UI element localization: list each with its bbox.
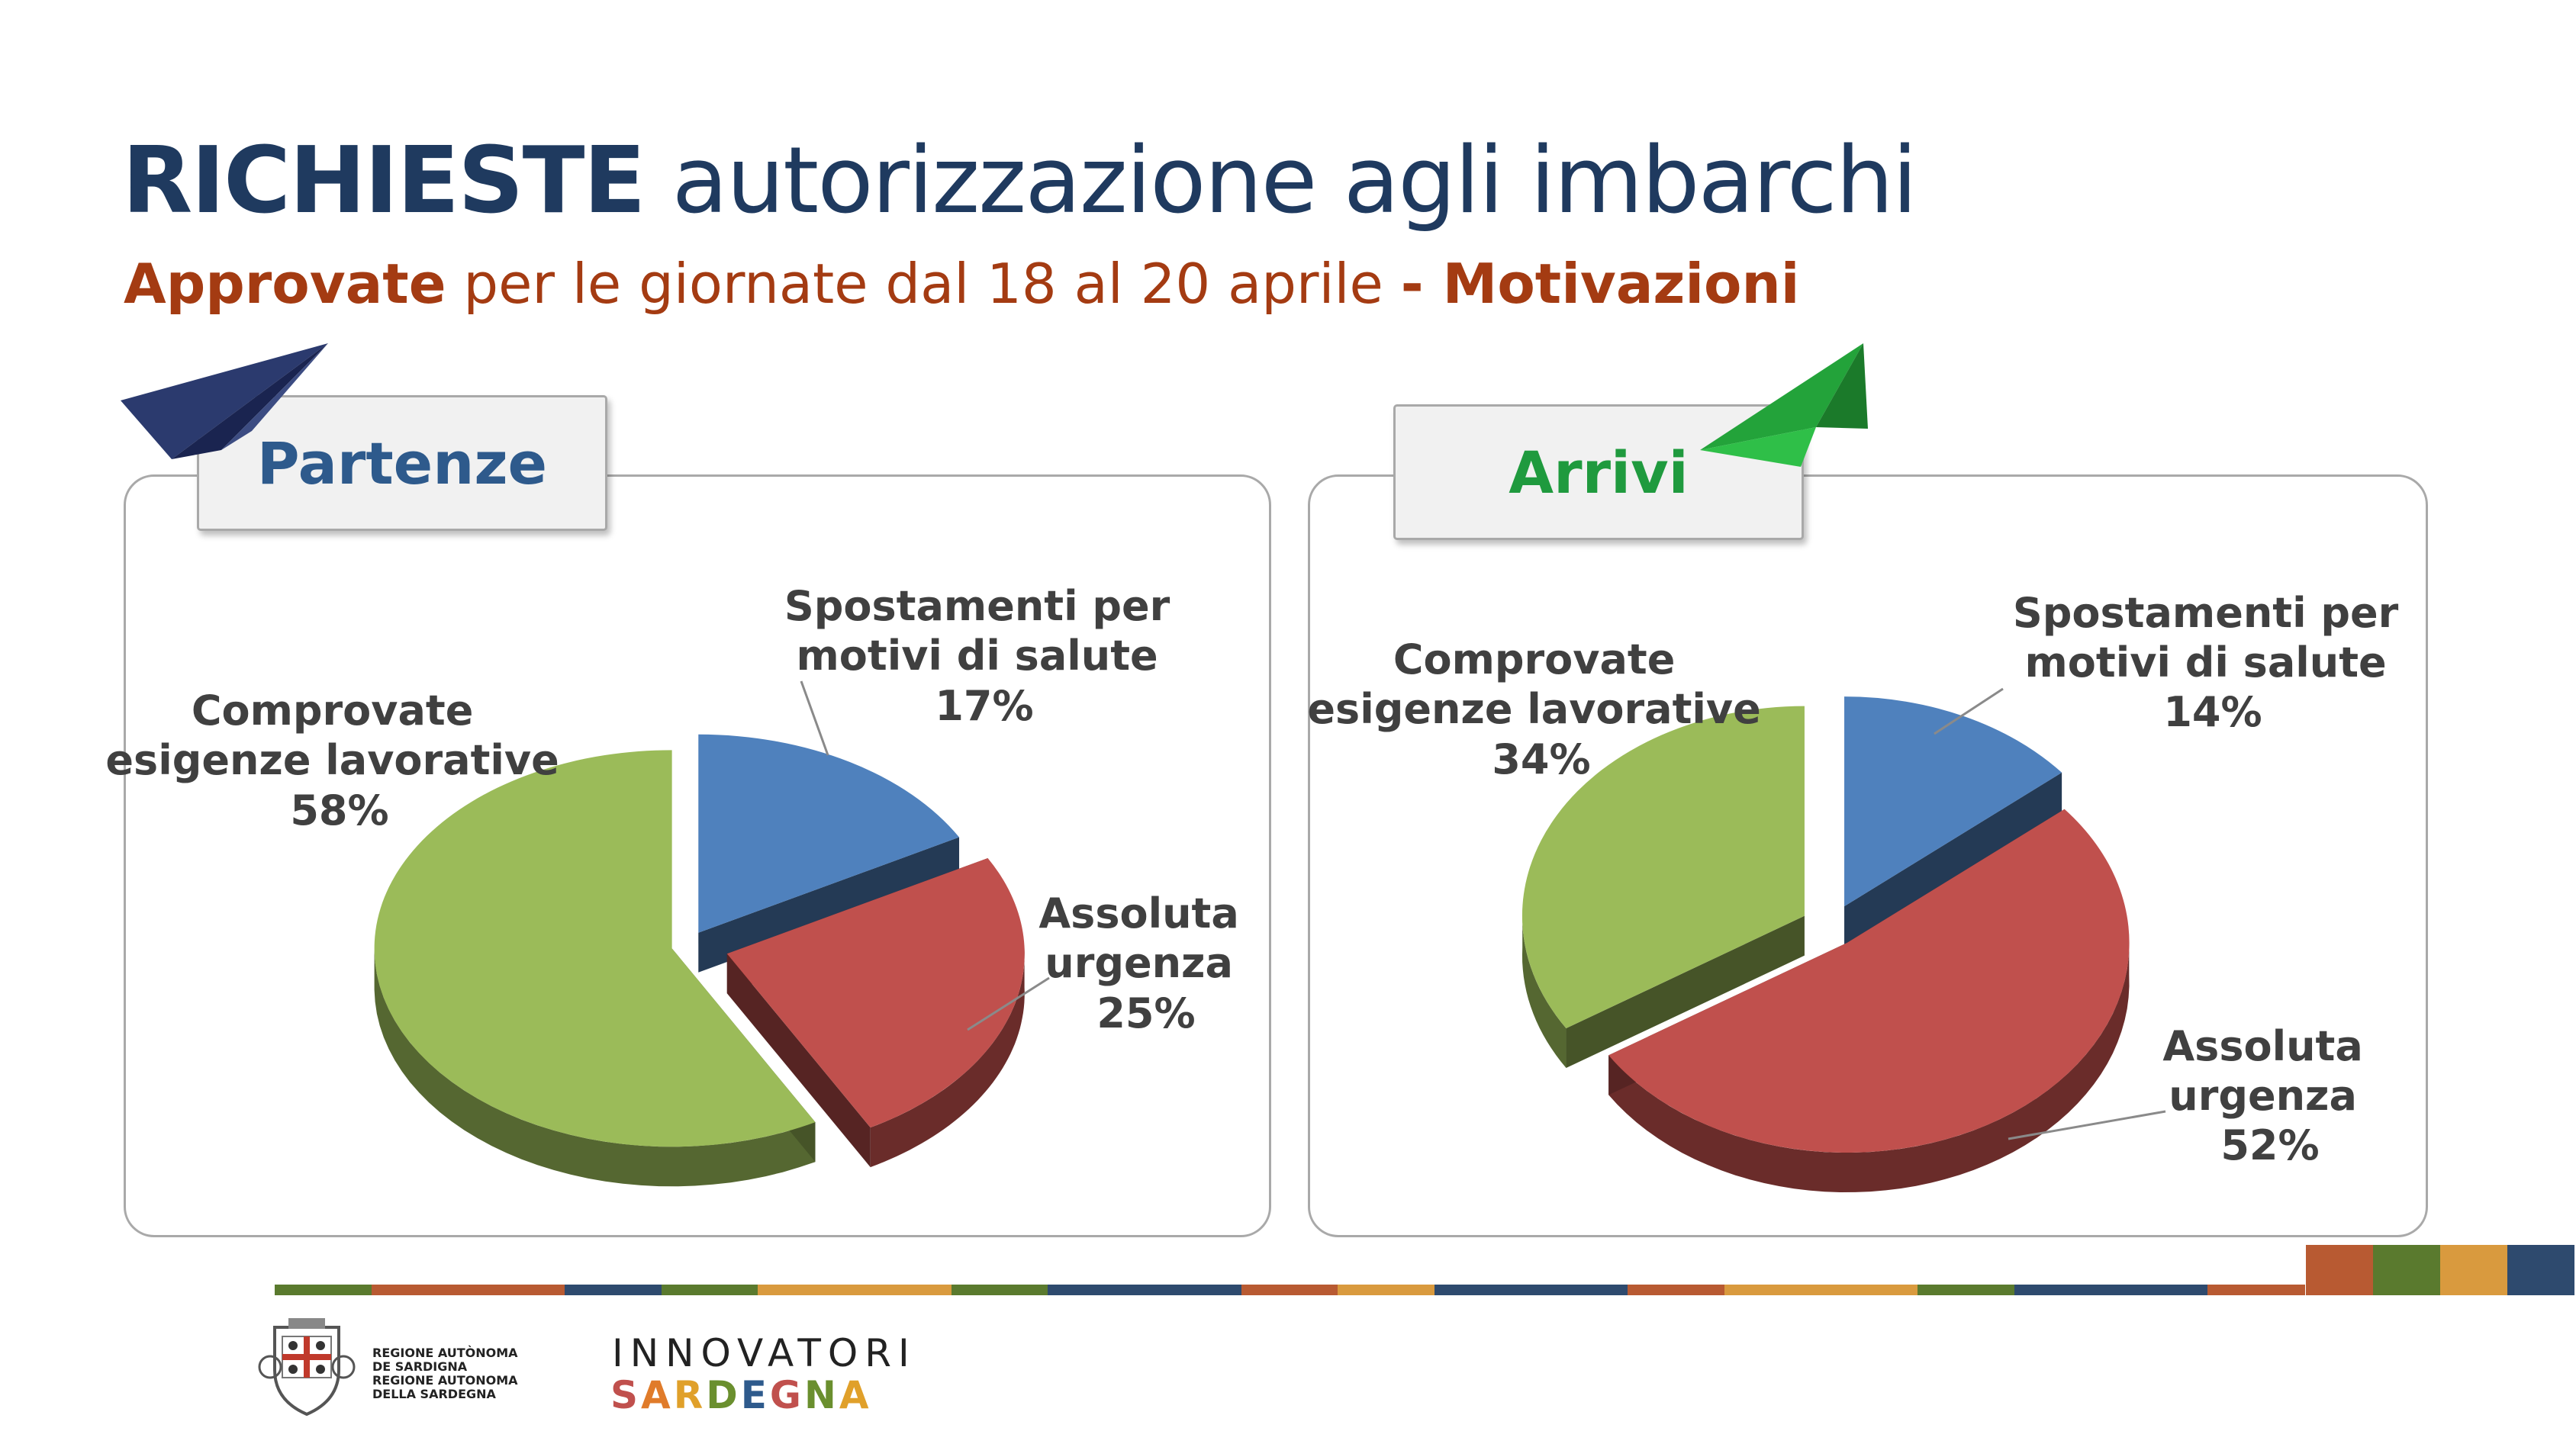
- stripe-segment: [661, 1285, 759, 1295]
- stripe-segment: [1435, 1285, 1532, 1295]
- paper-plane-green-icon: [1700, 343, 1868, 467]
- subtitle-bold-motivazioni: - Motivazioni: [1400, 252, 1800, 316]
- region-line: REGIONE AUTÒNOMA: [372, 1346, 518, 1360]
- stripe-segment: [1918, 1285, 2015, 1295]
- regione-sardegna-logo: [258, 1318, 356, 1417]
- arrivi-tab: Arrivi: [1393, 404, 1804, 540]
- leader-line-partenze-salute: [800, 680, 829, 756]
- stripe-segment: [1241, 1285, 1339, 1295]
- arrivi-slice-2: [1521, 706, 1805, 1029]
- sardegna-letter: S: [610, 1373, 642, 1417]
- corner-square: [2440, 1245, 2507, 1295]
- partenze-slice-2: [374, 750, 816, 1147]
- arrivi-label-urgenza: Assoluta urgenza 52%: [2162, 1022, 2377, 1169]
- sardegna-letter: N: [803, 1373, 839, 1417]
- partenze-slice-wall-2: [374, 950, 816, 1187]
- innovatori-logo-text: INNOVATORI: [612, 1331, 916, 1375]
- slide-subtitle: Approvate per le giornate dal 18 al 20 a…: [124, 252, 1799, 316]
- title-bold: RICHIESTE: [122, 128, 646, 234]
- pie-chart-partenze: [374, 734, 1025, 1187]
- arrivi-slice-1: [1608, 809, 2130, 1153]
- stripe-segment: [468, 1285, 565, 1295]
- region-line: DELLA SARDEGNA: [372, 1387, 496, 1401]
- sardegna-letter: G: [769, 1373, 804, 1417]
- partenze-tab: Partenze: [197, 395, 607, 531]
- partenze-slice-0: [698, 734, 960, 933]
- stripe-segment: [951, 1285, 1049, 1295]
- partenze-label-salute: Spostamenti per motivi di salute 17%: [784, 582, 1184, 730]
- leader-line-arrivi-salute: [1934, 687, 2004, 735]
- stripe-segment: [371, 1285, 469, 1295]
- corner-square: [2306, 1245, 2373, 1295]
- arrivi-slice-cut-0-1: [1844, 772, 2062, 947]
- sardegna-logo-text: SARDEGNA: [610, 1373, 872, 1417]
- stripe-segment: [1724, 1285, 1822, 1295]
- partenze-slice-wall-1: [870, 947, 1025, 1168]
- sardegna-letter: E: [740, 1373, 770, 1417]
- partenze-slice-cut-0-1: [698, 837, 960, 973]
- arrivi-slice-wall-2: [1522, 907, 1567, 1068]
- pie-chart-arrivi: [1521, 696, 2130, 1192]
- arrivi-label-lavoro: Comprovate esigenze lavorative 34%: [1307, 635, 1775, 783]
- partenze-label-lavoro: Comprovate esigenze lavorative 58%: [105, 687, 573, 835]
- paper-plane-blue-icon: [121, 343, 328, 459]
- region-line: REGIONE AUTONOMA: [372, 1373, 518, 1388]
- leader-lines: [800, 680, 2166, 1140]
- partenze-slice-cut-1-1: [726, 954, 871, 1168]
- arrivi-slice-0: [1844, 696, 2062, 907]
- partenze-tab-label: Partenze: [256, 429, 548, 497]
- arrivi-slice-cut-2-0: [1566, 915, 1805, 1069]
- stripe-segment: [855, 1285, 952, 1295]
- stripe-segment: [1048, 1285, 1145, 1295]
- stripe-segment: [2111, 1285, 2209, 1295]
- stripe-segment: [2014, 1285, 2112, 1295]
- sardegna-letter: A: [641, 1373, 674, 1417]
- sardegna-letter: R: [673, 1373, 707, 1417]
- stripe-segment: [1338, 1285, 1435, 1295]
- partenze-label-urgenza: Assoluta urgenza 25%: [1038, 889, 1253, 1037]
- stripe-segment: [1531, 1285, 1629, 1295]
- stripe-segment: [565, 1285, 662, 1295]
- arrivi-label-salute: Spostamenti per motivi di salute 14%: [2013, 589, 2413, 736]
- region-line: DE SARDIGNA: [372, 1359, 468, 1374]
- regione-sardegna-text: REGIONE AUTÒNOMA DE SARDIGNA REGIONE AUT…: [372, 1346, 518, 1401]
- subtitle-middle: per le giornate dal 18 al 20 aprile: [446, 252, 1401, 316]
- corner-square: [2373, 1245, 2440, 1295]
- stripe-segment: [1628, 1285, 1725, 1295]
- stripe-segment: [1145, 1285, 1242, 1295]
- arrivi-tab-label: Arrivi: [1509, 438, 1689, 507]
- subtitle-bold-approvate: Approvate: [124, 252, 446, 316]
- stripe-segment: [1821, 1285, 1919, 1295]
- sardegna-letter: D: [706, 1373, 741, 1417]
- stripe-segment: [275, 1285, 372, 1295]
- arrivi-slice-wall-1: [1608, 934, 2130, 1192]
- leader-line-arrivi-urgenza: [2008, 1110, 2166, 1140]
- slide-title: RICHIESTE autorizzazione agli imbarchi: [122, 128, 1918, 234]
- corner-square: [2507, 1245, 2574, 1295]
- leader-line-partenze-urgenza: [967, 976, 1050, 1031]
- partenze-slice-1: [726, 857, 1025, 1128]
- stripe-segment: [758, 1285, 855, 1295]
- stripe-segment: [2207, 1285, 2305, 1295]
- sardegna-letter: A: [839, 1373, 872, 1417]
- title-rest: autorizzazione agli imbarchi: [644, 128, 1918, 234]
